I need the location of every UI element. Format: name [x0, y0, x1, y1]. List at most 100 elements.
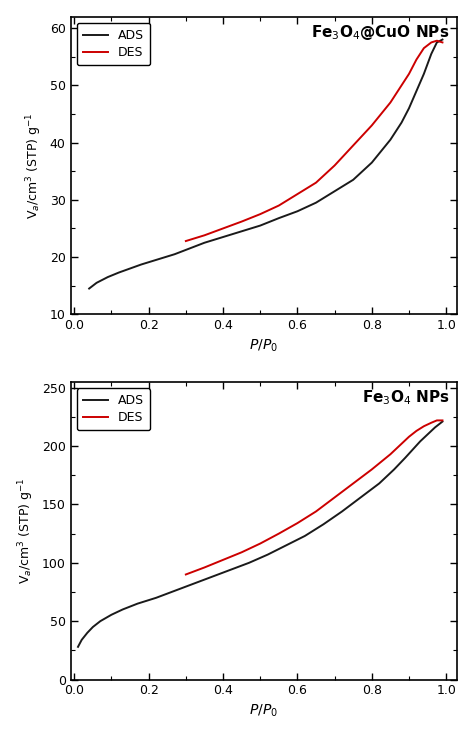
- Line: DES: DES: [186, 420, 442, 575]
- ADS: [265, 551, 271, 559]
- ADS: [410, 445, 416, 454]
- Line: ADS: ADS: [78, 422, 442, 647]
- ADS: [201, 238, 207, 247]
- ADS: [127, 264, 133, 273]
- ADS: [257, 221, 263, 230]
- ADS: [406, 104, 412, 113]
- ADS: [332, 187, 337, 196]
- DES: [313, 178, 319, 187]
- ADS: [109, 610, 114, 619]
- DES: [399, 439, 404, 448]
- DES: [414, 55, 419, 64]
- DES: [406, 432, 412, 441]
- ADS: [350, 175, 356, 184]
- DES: [421, 422, 427, 431]
- ADS: [105, 272, 110, 281]
- ADS: [187, 244, 192, 253]
- ADS: [172, 587, 178, 595]
- ADS: [434, 38, 440, 47]
- DES: [369, 465, 374, 474]
- ADS: [432, 423, 438, 432]
- Text: Fe$_3$O$_4$ NPs: Fe$_3$O$_4$ NPs: [362, 388, 450, 406]
- ADS: [283, 541, 289, 550]
- DES: [434, 416, 440, 425]
- ADS: [191, 579, 196, 588]
- ADS: [302, 531, 308, 540]
- Line: ADS: ADS: [89, 40, 442, 289]
- ADS: [402, 453, 408, 462]
- ADS: [376, 479, 382, 488]
- ADS: [239, 227, 245, 236]
- ADS: [84, 629, 90, 637]
- ADS: [138, 260, 144, 269]
- DES: [220, 556, 226, 565]
- ADS: [246, 559, 252, 567]
- ADS: [153, 255, 159, 264]
- ADS: [98, 617, 103, 626]
- DES: [183, 236, 189, 245]
- DES: [220, 224, 226, 233]
- Y-axis label: V$_a$/cm$^3$ (STP) g$^{-1}$: V$_a$/cm$^3$ (STP) g$^{-1}$: [25, 112, 44, 219]
- DES: [369, 121, 374, 130]
- Y-axis label: V$_a$/cm$^3$ (STP) g$^{-1}$: V$_a$/cm$^3$ (STP) g$^{-1}$: [17, 478, 36, 584]
- ADS: [228, 565, 233, 574]
- ADS: [417, 437, 423, 446]
- ADS: [75, 643, 81, 651]
- ADS: [414, 87, 419, 96]
- DES: [428, 38, 434, 47]
- ADS: [90, 623, 96, 631]
- DES: [294, 519, 300, 528]
- DES: [388, 98, 393, 107]
- DES: [332, 493, 337, 502]
- ADS: [369, 158, 374, 167]
- ADS: [276, 213, 282, 222]
- ADS: [135, 599, 140, 608]
- Legend: ADS, DES: ADS, DES: [77, 23, 150, 66]
- DES: [257, 210, 263, 219]
- DES: [257, 539, 263, 548]
- ADS: [358, 493, 364, 502]
- ADS: [116, 268, 122, 277]
- ADS: [294, 207, 300, 216]
- DES: [421, 43, 427, 52]
- DES: [276, 529, 282, 538]
- DES: [439, 416, 445, 425]
- ADS: [428, 49, 434, 58]
- DES: [201, 563, 207, 572]
- ADS: [120, 605, 126, 614]
- ADS: [220, 233, 226, 241]
- DES: [414, 426, 419, 435]
- DES: [276, 201, 282, 210]
- ADS: [313, 198, 319, 207]
- ADS: [153, 593, 159, 602]
- DES: [434, 36, 440, 45]
- ADS: [391, 465, 397, 474]
- X-axis label: $P$/$P_0$: $P$/$P_0$: [249, 703, 278, 719]
- DES: [388, 450, 393, 459]
- DES: [294, 190, 300, 199]
- DES: [201, 231, 207, 240]
- ADS: [439, 35, 445, 44]
- DES: [239, 548, 245, 556]
- ADS: [399, 118, 404, 127]
- ADS: [209, 573, 215, 581]
- ADS: [425, 430, 430, 439]
- DES: [332, 161, 337, 170]
- ADS: [339, 507, 345, 516]
- ADS: [172, 250, 178, 258]
- DES: [313, 507, 319, 516]
- ADS: [421, 69, 427, 78]
- ADS: [94, 278, 100, 287]
- ADS: [320, 520, 326, 528]
- DES: [428, 418, 434, 427]
- DES: [399, 81, 404, 90]
- Legend: ADS, DES: ADS, DES: [77, 388, 150, 431]
- ADS: [388, 135, 393, 144]
- DES: [183, 570, 189, 579]
- ADS: [79, 635, 84, 644]
- DES: [350, 479, 356, 488]
- DES: [239, 217, 245, 226]
- ADS: [439, 417, 445, 426]
- ADS: [86, 284, 92, 293]
- Text: Fe$_3$O$_4$@CuO NPs: Fe$_3$O$_4$@CuO NPs: [311, 23, 450, 42]
